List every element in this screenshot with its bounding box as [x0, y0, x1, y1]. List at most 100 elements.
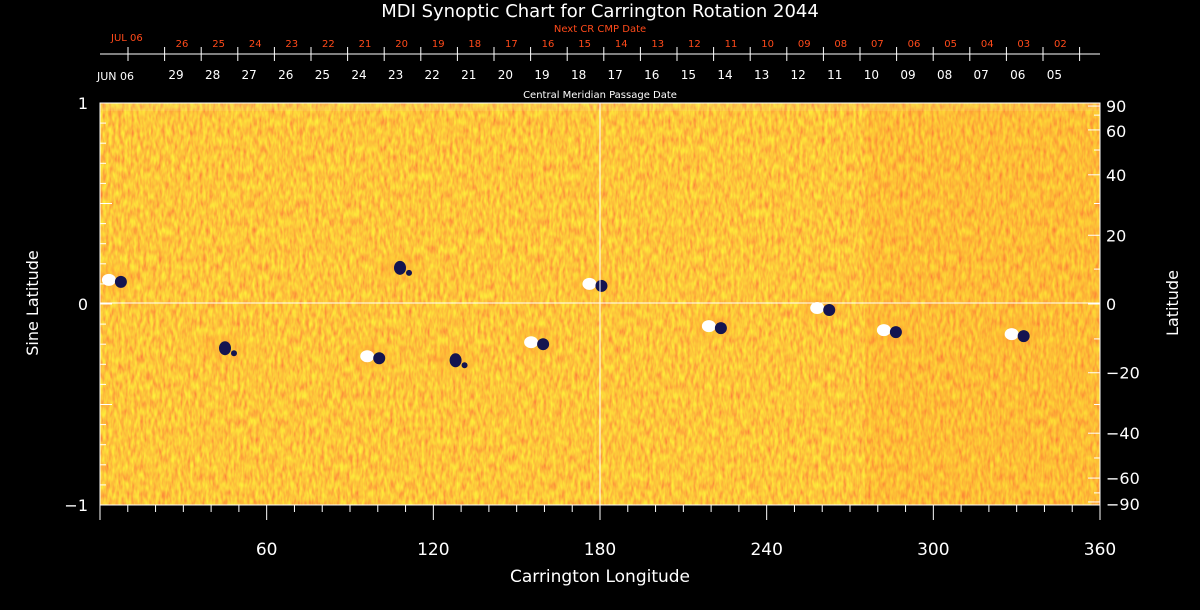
next-date-label: 17	[505, 39, 518, 50]
cmp-date-label: 09	[900, 68, 915, 82]
bottom-tick-label: 240	[750, 540, 782, 560]
cmp-date-label: 15	[681, 68, 696, 82]
next-date-label: 16	[542, 39, 555, 50]
active-region	[514, 328, 559, 357]
positive-spot	[101, 273, 116, 286]
top-axis: Next CR CMP Date JUL 06 26 25 24 23 22 21 20 19…	[96, 24, 1100, 101]
next-date-label: 09	[798, 39, 811, 50]
active-region	[378, 253, 422, 282]
negative-spot	[231, 350, 237, 357]
next-month-label: JUL 06	[110, 33, 143, 44]
cmp-date-label: 10	[864, 68, 879, 82]
positive-spot	[876, 324, 891, 337]
cmp-date-label: 12	[791, 68, 806, 82]
next-date-label: 08	[834, 39, 847, 50]
cmp-date-label: 21	[461, 68, 476, 82]
cmp-date-label: 05	[1047, 68, 1062, 82]
cmp-date-label: 16	[644, 68, 659, 82]
magnetogram-map	[100, 103, 1100, 505]
cmp-date-label: 24	[351, 68, 366, 82]
active-region	[100, 265, 136, 294]
negative-spot	[394, 260, 406, 275]
right-tick-label: −20	[1106, 364, 1140, 383]
positive-spot	[701, 320, 716, 333]
right-tick-label: −60	[1106, 469, 1140, 488]
next-date-label: 22	[322, 39, 335, 50]
next-date-label: 12	[688, 39, 701, 50]
negative-spot	[714, 322, 727, 335]
next-date-label: 25	[212, 39, 225, 50]
cmp-date-label: 07	[974, 68, 989, 82]
bottom-tick-label: 180	[584, 540, 616, 560]
bottom-tick-label: 60	[256, 540, 278, 560]
next-date-label: 03	[1017, 39, 1030, 50]
left-axis: 1 0 −1 Sine Latitude	[23, 94, 112, 515]
cmp-date-label: 22	[425, 68, 440, 82]
right-axis-label: Latitude	[1163, 270, 1182, 336]
active-region	[691, 312, 736, 341]
active-region	[350, 342, 395, 371]
positive-spot	[582, 277, 597, 290]
cmp-date-label: 25	[315, 68, 330, 82]
next-date-label: 26	[176, 39, 189, 50]
negative-spot	[219, 341, 231, 356]
left-tick-label: 0	[78, 295, 88, 314]
left-tick-label: −1	[64, 496, 88, 515]
negative-spot	[461, 362, 468, 369]
next-date-label: 20	[395, 39, 408, 50]
right-tick-label: −90	[1106, 495, 1140, 514]
cmp-date-labels: 29 28 27 26 25 24 23 22 21 20 19 18 17 16 15 14 13 12 11 10…	[168, 68, 1062, 82]
next-date-labels: 26 25 24 23 22 21 20 19 18 17 16 15 14 13 12 11 10 09 08 07…	[176, 39, 1067, 50]
next-date-label: 04	[981, 39, 994, 50]
negative-spot	[449, 353, 462, 368]
cmp-date-label: 28	[205, 68, 220, 82]
right-tick-label: −40	[1106, 424, 1140, 443]
left-tick-label: 1	[78, 94, 88, 113]
negative-spot	[595, 279, 608, 292]
next-date-label: 24	[249, 39, 262, 50]
next-date-label: 07	[871, 39, 884, 50]
cmp-date-label: 23	[388, 68, 403, 82]
cmp-date-label: 14	[717, 68, 732, 82]
next-date-label: 18	[468, 39, 481, 50]
right-tick-label: 0	[1106, 295, 1116, 314]
active-region	[203, 334, 247, 363]
negative-spot	[1017, 330, 1030, 343]
negative-spot	[373, 352, 386, 365]
next-date-label: 23	[285, 39, 298, 50]
cmp-date-label: 19	[534, 68, 549, 82]
bottom-axis-label: Carrington Longitude	[510, 567, 690, 587]
next-date-label: 11	[725, 39, 738, 50]
cmp-axis-label: Central Meridian Passage Date	[523, 90, 677, 101]
right-tick-label: 40	[1106, 166, 1126, 185]
positive-spot	[524, 336, 539, 349]
cmp-date-label: 11	[827, 68, 842, 82]
next-date-label: 10	[761, 39, 774, 50]
positive-spot	[360, 350, 375, 363]
negative-spot	[114, 275, 127, 288]
active-region	[572, 269, 617, 298]
right-axis: 90 60 40 20 0 −20 −40 −60 −90 Latitude	[1088, 97, 1182, 514]
next-date-label: 05	[944, 39, 957, 50]
next-date-label: 19	[432, 39, 445, 50]
cmp-date-label: 18	[571, 68, 586, 82]
right-tick-label: 60	[1106, 122, 1126, 141]
cmp-date-label: 29	[168, 68, 183, 82]
cmp-date-label: 26	[278, 68, 293, 82]
cmp-date-label: 20	[498, 68, 513, 82]
right-tick-label: 20	[1106, 226, 1126, 245]
positive-spot	[810, 302, 825, 315]
bottom-tick-label: 300	[917, 540, 949, 560]
positive-spot	[1004, 328, 1019, 341]
next-cr-label: Next CR CMP Date	[554, 24, 646, 35]
negative-spot	[406, 269, 412, 276]
bottom-tick-label: 120	[417, 540, 449, 560]
next-date-label: 06	[908, 39, 921, 50]
bottom-tick-label: 360	[1084, 540, 1116, 560]
negative-spot	[889, 326, 902, 339]
next-date-label: 15	[578, 39, 591, 50]
cmp-date-label: 13	[754, 68, 769, 82]
cmp-date-label: 06	[1010, 68, 1025, 82]
next-date-label: 02	[1054, 39, 1067, 50]
cmp-date-label: 08	[937, 68, 952, 82]
